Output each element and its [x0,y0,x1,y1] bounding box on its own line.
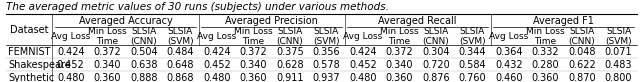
Text: 0.628: 0.628 [276,60,303,70]
Text: 0.340: 0.340 [386,60,413,70]
Text: Averaged Recall: Averaged Recall [378,16,457,26]
Text: 0.868: 0.868 [166,73,194,82]
Text: 0.344: 0.344 [459,47,486,57]
Text: 0.480: 0.480 [349,73,377,82]
Text: 0.360: 0.360 [93,73,121,82]
Text: 0.648: 0.648 [166,60,194,70]
Text: 0.340: 0.340 [239,60,267,70]
Text: 0.460: 0.460 [495,73,523,82]
Text: 0.304: 0.304 [422,47,450,57]
Text: 0.280: 0.280 [532,60,559,70]
Text: SLSIA
(CNN): SLSIA (CNN) [131,27,157,46]
Text: Averaged Precision: Averaged Precision [225,16,318,26]
Text: 0.483: 0.483 [605,60,632,70]
Text: Averaged F1: Averaged F1 [533,16,594,26]
Text: Avg Loss: Avg Loss [51,32,90,41]
Text: FEMNIST: FEMNIST [8,47,51,57]
Text: 0.360: 0.360 [386,73,413,82]
Text: 0.622: 0.622 [568,60,596,70]
Text: 0.638: 0.638 [130,60,157,70]
Text: 0.870: 0.870 [568,73,596,82]
Text: 0.452: 0.452 [349,60,377,70]
Text: 0.424: 0.424 [57,47,84,57]
Text: 0.937: 0.937 [312,73,340,82]
Text: 0.372: 0.372 [93,47,121,57]
Text: 0.432: 0.432 [495,60,523,70]
Text: 0.340: 0.340 [93,60,121,70]
Text: SLSIA
(SVM): SLSIA (SVM) [459,27,486,46]
Text: The averaged metric values of 30 runs (subjects) under various methods.: The averaged metric values of 30 runs (s… [6,2,389,12]
Text: Avg Loss: Avg Loss [490,32,529,41]
Text: 0.332: 0.332 [532,47,559,57]
Text: 0.375: 0.375 [276,47,304,57]
Text: 0.452: 0.452 [203,60,230,70]
Text: 0.760: 0.760 [459,73,486,82]
Text: Shakespeare: Shakespeare [8,60,71,70]
Text: Avg Loss: Avg Loss [343,32,383,41]
Text: 0.800: 0.800 [605,73,632,82]
Text: 0.372: 0.372 [385,47,413,57]
Text: 0.876: 0.876 [422,73,450,82]
Text: 0.452: 0.452 [57,60,84,70]
Text: 0.484: 0.484 [166,47,194,57]
Text: SLSIA
(SVM): SLSIA (SVM) [605,27,632,46]
Text: 0.888: 0.888 [130,73,157,82]
Text: Min Loss
Time: Min Loss Time [526,27,565,46]
Text: Synthetic: Synthetic [8,73,54,82]
Text: Averaged Accuracy: Averaged Accuracy [79,16,172,26]
Text: SLSIA
(SVM): SLSIA (SVM) [313,27,340,46]
Text: 0.360: 0.360 [532,73,559,82]
Text: 0.480: 0.480 [203,73,230,82]
Text: 0.424: 0.424 [349,47,377,57]
Text: 0.720: 0.720 [422,60,450,70]
Text: 0.424: 0.424 [203,47,230,57]
Text: SLSIA
(CNN): SLSIA (CNN) [422,27,449,46]
Text: 0.048: 0.048 [568,47,596,57]
Text: 0.360: 0.360 [239,73,267,82]
Text: SLSIA
(CNN): SLSIA (CNN) [276,27,303,46]
Text: SLSIA
(SVM): SLSIA (SVM) [167,27,194,46]
Text: 0.356: 0.356 [312,47,340,57]
Text: 0.372: 0.372 [239,47,268,57]
Text: SLSIA
(CNN): SLSIA (CNN) [569,27,595,46]
Text: Dataset: Dataset [10,25,49,35]
Text: 0.364: 0.364 [495,47,523,57]
Text: 0.071: 0.071 [605,47,632,57]
Text: 0.911: 0.911 [276,73,303,82]
Text: Avg Loss: Avg Loss [197,32,236,41]
Text: 0.584: 0.584 [459,60,486,70]
Text: 0.480: 0.480 [57,73,84,82]
Text: 0.504: 0.504 [130,47,157,57]
Text: Min Loss
Time: Min Loss Time [234,27,273,46]
Text: 0.578: 0.578 [312,60,340,70]
Text: Min Loss
Time: Min Loss Time [88,27,127,46]
Text: Min Loss
Time: Min Loss Time [380,27,419,46]
